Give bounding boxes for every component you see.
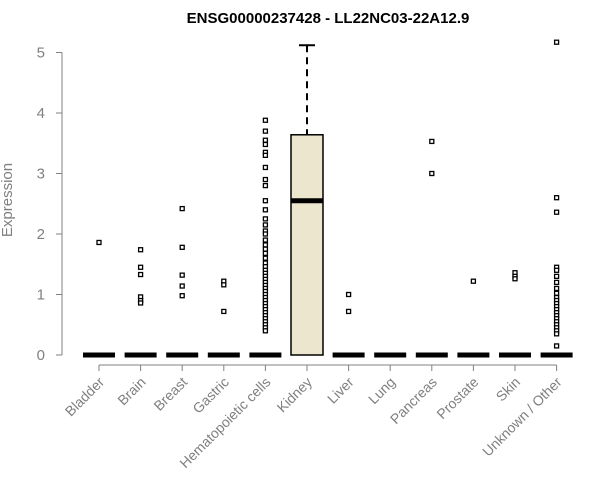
box-iqr <box>290 134 324 356</box>
box-breast <box>166 205 199 358</box>
outlier-point <box>262 176 269 183</box>
box-kidney <box>290 44 324 356</box>
y-tick-label: 4 <box>37 105 45 122</box>
outlier-point <box>179 272 185 278</box>
outlier-point <box>137 247 144 253</box>
y-tick-label: 3 <box>37 166 45 183</box>
outlier-point <box>553 39 560 45</box>
box-skin <box>499 270 531 358</box>
outlier-point <box>262 250 269 257</box>
outlier-point <box>179 244 185 250</box>
outlier-point <box>429 138 435 145</box>
outlier-point <box>262 246 269 252</box>
outlier-point <box>262 231 269 237</box>
outlier-point <box>553 290 560 296</box>
box-hematopoietic-cells <box>249 117 282 358</box>
box-unknown-other <box>540 39 573 358</box>
outlier-point <box>512 276 518 282</box>
x-tick-label: Prostate <box>433 374 481 422</box>
outlier-point <box>179 205 185 212</box>
outlier-point <box>262 207 269 213</box>
box-gastric <box>207 278 240 358</box>
outlier-point <box>262 255 269 261</box>
outlier-point <box>553 273 560 280</box>
outlier-point <box>553 279 560 286</box>
outlier-point <box>137 300 144 306</box>
outlier-point <box>262 182 269 189</box>
outlier-point <box>221 308 227 315</box>
x-tick-label: Skin <box>493 374 524 405</box>
outlier-point <box>470 278 477 284</box>
y-axis: 0 1 2 3 4 5 <box>37 45 63 364</box>
outlier-point <box>262 216 269 222</box>
x-tick-label: Kidney <box>274 374 316 416</box>
outlier-point <box>553 195 560 201</box>
outlier-point <box>553 343 560 349</box>
x-tick-label: Liver <box>324 374 357 407</box>
y-tick-label: 5 <box>37 45 45 62</box>
x-tick-label: Lung <box>365 374 398 407</box>
outlier-point <box>137 264 144 270</box>
box-prostate <box>457 278 490 358</box>
outlier-point <box>262 117 269 123</box>
outlier-point <box>179 283 185 289</box>
outlier-point <box>96 239 102 246</box>
outlier-point <box>262 328 269 334</box>
outlier-point <box>553 331 560 337</box>
box-brain <box>124 247 157 358</box>
outlier-point <box>262 222 269 228</box>
box-liver <box>332 291 365 358</box>
outlier-point <box>262 242 269 248</box>
outlier-point <box>262 152 269 159</box>
outlier-point <box>179 293 185 299</box>
outlier-point <box>553 209 560 215</box>
outlier-point <box>345 308 352 315</box>
outlier-point <box>262 164 269 171</box>
outlier-point <box>262 137 269 143</box>
outlier-point <box>429 170 435 177</box>
x-tick-label: Brain <box>114 374 148 408</box>
outlier-point <box>221 282 227 288</box>
y-axis-label: Expression <box>0 163 16 237</box>
outlier-point <box>262 128 269 134</box>
box-pancreas <box>415 138 448 358</box>
y-tick-label: 2 <box>37 226 45 243</box>
x-tick-label: Unknown / Other <box>479 374 565 460</box>
outlier-point <box>137 271 144 278</box>
box-bladder <box>83 239 115 358</box>
y-tick-label: 0 <box>37 347 45 364</box>
outlier-point <box>553 285 560 292</box>
y-tick-label: 1 <box>37 287 45 304</box>
outlier-point <box>262 198 269 204</box>
chart-title: ENSG00000237428 - LL22NC03-22A12.9 <box>187 10 470 27</box>
box-series <box>83 39 573 358</box>
outlier-point <box>262 237 269 243</box>
x-tick-label: Bladder <box>62 374 108 420</box>
x-tick-label: Breast <box>150 374 190 414</box>
outlier-point <box>345 291 352 298</box>
outlier-point <box>553 267 560 273</box>
outlier-point <box>262 141 269 148</box>
